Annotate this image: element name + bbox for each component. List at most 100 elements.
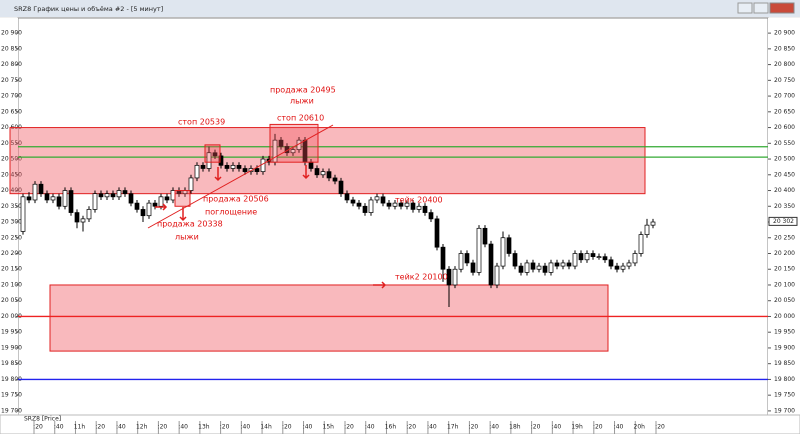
x-tick-label: :40 [178,424,188,431]
arrow [155,203,168,211]
candle-body [542,265,548,273]
y-tick-label-right: 20 850 [774,45,795,52]
candle-body [230,164,236,169]
candle-body [38,183,44,195]
candle-body [524,262,530,273]
last-price-label: 20 302 [773,218,794,225]
candle-body [536,265,542,270]
x-tick-label: 18h [509,424,521,431]
y-tick-label: 20 500 [1,156,22,163]
candle-body [332,177,338,182]
annotation: тейк2 20100 [395,273,448,282]
x-tick-label: :20 [95,424,105,431]
candle-body [104,193,110,198]
candle-body [560,262,566,267]
y-tick-label: 19 850 [1,360,22,367]
candle-body [554,262,560,267]
x-tick-label: :40 [365,424,375,431]
candle-body [80,218,86,223]
candle-body [614,265,620,270]
x-tick-label: :40 [241,424,251,431]
y-tick-label: 20 700 [1,93,22,100]
candle-body [212,152,218,157]
candle-body [110,193,116,198]
candle-body [464,253,470,264]
x-tick-label: :20 [655,424,665,431]
y-tick-label-right: 19 900 [774,344,795,351]
candle-body [278,139,284,147]
zone [49,284,609,352]
y-tick-label-right: 20 000 [774,313,795,320]
x-tick-label: :40 [489,424,499,431]
candle-body [584,253,590,261]
candle-body [416,205,422,210]
x-tick-label: 13h [198,424,210,431]
x-tick-label: :20 [220,424,230,431]
y-tick-label-right: 20 250 [774,234,795,241]
x-tick-label: :20 [469,424,479,431]
x-tick-label: :20 [593,424,603,431]
candle-body [350,199,356,204]
y-tick-label-right: 20 400 [774,187,795,194]
zone [9,127,646,195]
candle-body [62,190,68,207]
x-tick-label: :20 [282,424,292,431]
candle-body [620,265,626,270]
candle-body [638,234,644,254]
candle-body [206,152,212,169]
candle-body [608,259,614,267]
last-price-box [768,216,798,226]
candle-body [476,227,482,273]
candle-body [20,196,26,232]
y-tick-label-right: 20 500 [774,156,795,163]
arrow [302,165,310,180]
candle-body [422,205,428,213]
candle-body [254,168,260,172]
candle-body [338,180,344,195]
candle-body [530,262,536,270]
annotation: стоп 20539 [178,118,225,127]
y-tick-label: 19 900 [1,344,22,351]
candle-body [32,183,38,201]
title-bar [0,0,800,17]
x-tick-label: 17h [447,424,459,431]
candle-body [410,202,416,210]
y-tick-label: 19 750 [1,392,22,399]
y-tick-label-right: 19 800 [774,376,795,383]
y-tick-label: 20 900 [1,30,22,37]
candle-body [134,202,140,210]
arrow [179,207,187,222]
candle-body [74,212,80,223]
left-axis [0,18,18,415]
candle-body [116,190,122,198]
candle-body [500,237,506,267]
candle-body [290,149,296,154]
maximize-button[interactable] [753,2,769,14]
candle-body [458,253,464,270]
y-tick-label-right: 20 650 [774,108,795,115]
candle-body [440,246,446,270]
candle-body [98,193,104,198]
y-tick-label-right: 20 350 [774,203,795,210]
candle-body [488,243,494,286]
y-tick-label-right: 20 450 [774,171,795,178]
y-tick-label: 20 800 [1,61,22,68]
x-tick-label: 19h [571,424,583,431]
candle-body [518,265,524,273]
candle-body [146,202,152,217]
close-button[interactable] [769,2,795,14]
minimize-button[interactable] [737,2,753,14]
arrow [214,167,222,182]
candle-body [122,190,128,195]
y-tick-label-right: 20 150 [774,266,795,273]
marker-box [204,144,221,163]
y-tick-label-right: 20 050 [774,297,795,304]
y-tick-label-right: 19 700 [774,407,795,414]
candle-body [470,262,476,273]
annotation: поглощение [205,208,257,217]
candle-body [26,196,32,201]
candle-body [356,202,362,207]
candle-body [632,253,638,264]
annotation: продажа 20338 [157,220,223,229]
candle-body [158,196,164,207]
